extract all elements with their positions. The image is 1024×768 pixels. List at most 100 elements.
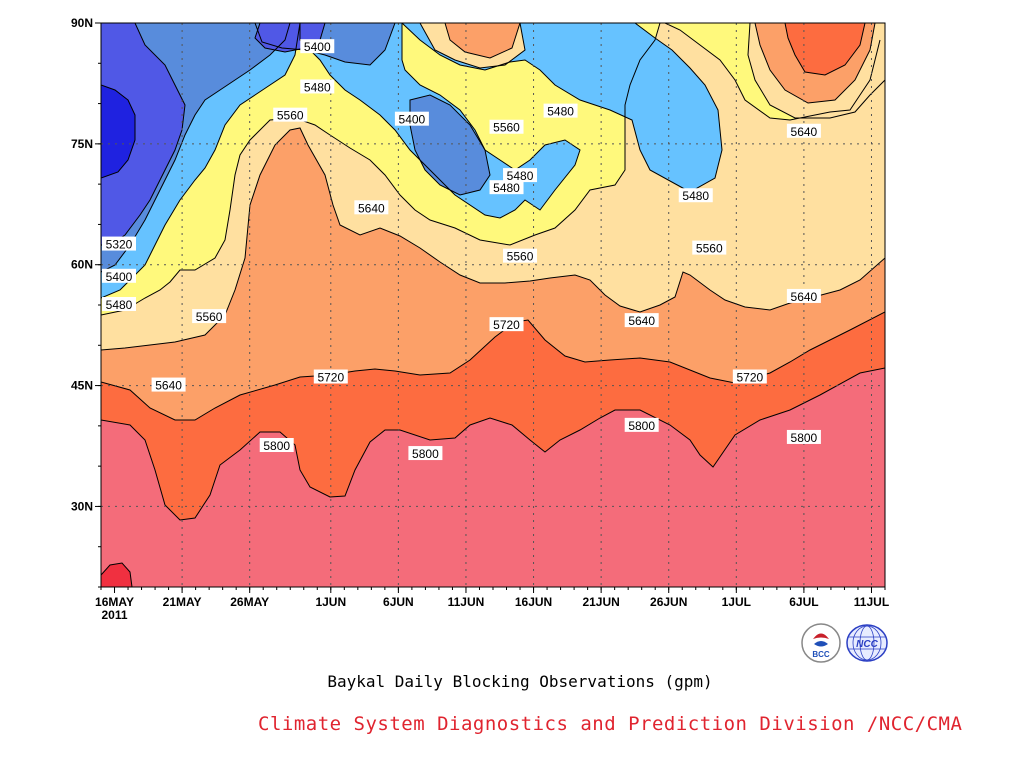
band-5320-5400-west bbox=[101, 23, 185, 245]
contour-label-text: 5720 bbox=[736, 371, 763, 385]
contour-label-bg bbox=[489, 317, 524, 332]
contour-label: 5480 bbox=[489, 180, 524, 195]
band-5720-5800-north-a bbox=[445, 23, 520, 58]
contour-label-text: 5480 bbox=[106, 298, 133, 312]
contour-label: 5480 bbox=[543, 103, 578, 119]
credit-line: Climate System Diagnostics and Predictio… bbox=[258, 713, 963, 735]
contour-label-bg bbox=[102, 297, 136, 311]
band-5800-5880-north-b bbox=[785, 23, 865, 75]
contour-label: 5560 bbox=[192, 309, 227, 324]
y-tick-label: 60N bbox=[71, 258, 93, 272]
x-tick-label: 1JUN bbox=[315, 595, 346, 609]
bcc-logo-text: BCC bbox=[812, 650, 830, 659]
contour-label: 5640 bbox=[354, 200, 389, 215]
x-tick-label: 6JUN bbox=[383, 595, 414, 609]
contour-label-bg bbox=[489, 119, 524, 134]
contour-label: 5720 bbox=[313, 369, 348, 385]
contour-label-bg bbox=[692, 240, 727, 255]
x-tick-label: 16JUN bbox=[515, 595, 552, 609]
contour-label-text: 5400 bbox=[304, 40, 331, 54]
contour-label-text: 5640 bbox=[628, 314, 655, 328]
contour-label-text: 5560 bbox=[696, 242, 723, 256]
contour-label-text: 5800 bbox=[628, 419, 655, 433]
contour-label-text: 5320 bbox=[106, 238, 133, 252]
contour-label-bg bbox=[624, 313, 659, 328]
contour-label-text: 5560 bbox=[493, 121, 520, 135]
contour-label-bg bbox=[151, 377, 186, 392]
contour-label-text: 5800 bbox=[791, 431, 818, 445]
contour-label: 5400 bbox=[394, 111, 429, 127]
contour-label: 5480 bbox=[300, 79, 335, 94]
band-below-5320 bbox=[101, 85, 135, 178]
contour-label: 5800 bbox=[786, 429, 821, 445]
contour-label-bg bbox=[313, 369, 348, 384]
y-tick-label: 75N bbox=[71, 137, 93, 151]
contour-label-text: 5400 bbox=[106, 270, 133, 284]
contour-label-bg bbox=[102, 268, 136, 283]
contour-label: 5480 bbox=[102, 297, 136, 312]
ncc-logo-icon: NCC bbox=[846, 624, 888, 662]
contour-label-bg bbox=[786, 288, 821, 303]
contour-label: 5560 bbox=[489, 119, 524, 135]
x-tick-label: 21JUN bbox=[582, 595, 619, 609]
contour-label-text: 5480 bbox=[304, 80, 331, 94]
x-tick-label: 16MAY bbox=[95, 595, 134, 609]
x-tick-label: 6JUL bbox=[789, 595, 818, 609]
contour-label-bg bbox=[503, 248, 538, 263]
contour-label-text: 5480 bbox=[682, 189, 709, 203]
y-tick-label: 45N bbox=[71, 379, 93, 393]
band-5480-5560 bbox=[101, 23, 885, 218]
contour-label-bg bbox=[354, 200, 389, 215]
contour-label-text: 5480 bbox=[493, 181, 520, 195]
band-max bbox=[101, 563, 132, 587]
ncc-logo-text: NCC bbox=[856, 639, 878, 650]
contour-label-bg bbox=[102, 236, 136, 251]
contour-label-text: 5720 bbox=[317, 371, 344, 385]
x-tick-label: 26MAY bbox=[230, 595, 269, 609]
contour-label: 5720 bbox=[732, 369, 767, 385]
contour-label-bg bbox=[192, 309, 227, 324]
contour-label: 5640 bbox=[624, 313, 659, 328]
contour-label-text: 5800 bbox=[263, 439, 290, 453]
contour-label-text: 5720 bbox=[493, 318, 520, 332]
contour-label-bg bbox=[300, 39, 335, 54]
contour-label-text: 5640 bbox=[791, 125, 818, 139]
contour-label-bg bbox=[732, 369, 767, 384]
contour-fill-layer bbox=[101, 23, 885, 587]
x-year-label: 2011 bbox=[101, 608, 127, 622]
contour-label-bg bbox=[408, 446, 443, 461]
contour-label-text: 5560 bbox=[277, 109, 304, 123]
contour-label-text: 5400 bbox=[399, 113, 426, 127]
contour-label: 5640 bbox=[786, 288, 821, 304]
contour-label-text: 5640 bbox=[791, 290, 818, 304]
x-tick-label: 11JUN bbox=[448, 595, 485, 609]
contour-label-text: 5480 bbox=[547, 105, 574, 119]
bcc-logo-icon: BCC bbox=[801, 623, 841, 663]
contour-label-bg bbox=[624, 417, 659, 432]
contour-label-bg bbox=[503, 168, 538, 183]
contour-label-bg bbox=[786, 429, 821, 444]
contour-label: 5560 bbox=[503, 248, 538, 264]
contour-label-text: 5640 bbox=[155, 379, 182, 393]
contour-label: 5480 bbox=[503, 168, 538, 183]
contour-label: 5640 bbox=[786, 123, 821, 139]
contour-label-text: 5560 bbox=[507, 250, 534, 264]
contour-label: 5720 bbox=[489, 317, 524, 332]
contour-label-bg bbox=[394, 111, 429, 126]
contour-label: 5400 bbox=[102, 268, 136, 284]
contour-label: 5560 bbox=[273, 107, 308, 123]
contour-label: 5400 bbox=[300, 39, 335, 54]
contour-label-bg bbox=[489, 180, 524, 195]
x-tick-label: 1JUL bbox=[722, 595, 751, 609]
contour-label-bg bbox=[273, 107, 308, 122]
gridlines bbox=[101, 23, 885, 587]
y-axis: 90N 75N 60N 45N 30N bbox=[71, 16, 101, 588]
contour-label: 5480 bbox=[678, 188, 713, 203]
contour-label: 5800 bbox=[408, 446, 443, 461]
contour-label-text: 5640 bbox=[358, 201, 385, 215]
contour-label: 5800 bbox=[624, 417, 659, 433]
contour-label: 5560 bbox=[692, 240, 727, 256]
chart-title: Baykal Daily Blocking Observations (gpm) bbox=[327, 672, 713, 691]
